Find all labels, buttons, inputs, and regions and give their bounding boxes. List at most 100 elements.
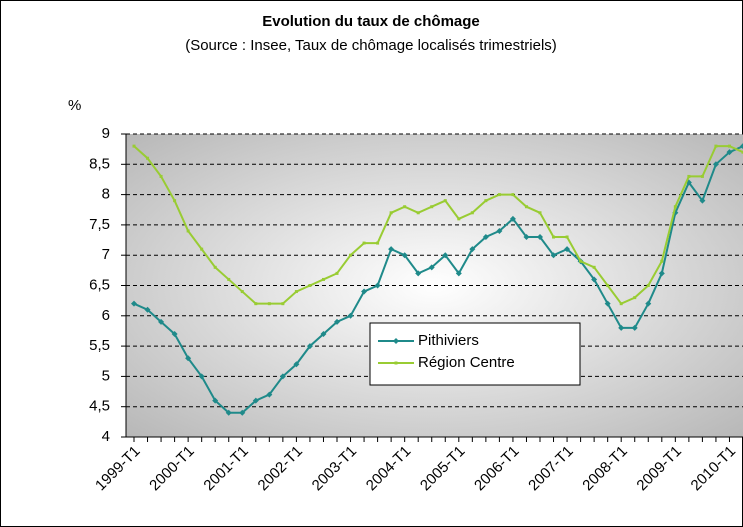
series-line — [133, 145, 743, 305]
marker — [658, 270, 665, 277]
marker — [200, 247, 204, 251]
marker — [146, 156, 150, 160]
y-axis-label: % — [68, 97, 81, 114]
marker — [227, 277, 231, 281]
marker — [132, 144, 136, 148]
marker — [442, 252, 449, 259]
marker — [537, 234, 543, 241]
marker — [430, 205, 434, 209]
marker — [415, 270, 422, 277]
marker — [173, 199, 177, 203]
marker — [455, 270, 462, 277]
marker — [349, 253, 353, 257]
marker — [347, 312, 354, 319]
chart-title: Evolution du taux de chômage — [262, 13, 480, 30]
marker — [281, 302, 285, 306]
marker — [592, 265, 596, 269]
marker — [523, 234, 530, 241]
marker — [700, 174, 704, 178]
legend-marker — [393, 338, 399, 344]
marker — [401, 252, 408, 259]
marker — [524, 205, 528, 209]
marker — [158, 318, 165, 325]
marker — [633, 296, 637, 300]
y-tick-label: 9 — [102, 125, 110, 142]
marker — [606, 284, 610, 287]
marker — [144, 306, 151, 313]
marker — [660, 259, 664, 263]
marker — [564, 246, 571, 253]
y-tick-label: 6 — [102, 307, 110, 324]
y-tick-label: 4,5 — [89, 398, 110, 415]
y-tick-label: 7,5 — [89, 216, 110, 233]
legend-label: Région Centre — [418, 354, 515, 371]
marker — [171, 330, 178, 337]
marker — [741, 150, 743, 154]
marker — [497, 193, 501, 197]
marker — [727, 144, 731, 148]
marker — [186, 229, 190, 233]
marker — [389, 211, 393, 215]
marker — [645, 300, 652, 307]
marker — [131, 300, 137, 307]
marker — [712, 161, 719, 168]
marker — [225, 409, 232, 416]
marker — [320, 330, 327, 337]
marker — [552, 235, 556, 239]
marker — [362, 241, 366, 245]
marker — [699, 197, 706, 204]
marker — [252, 397, 259, 404]
y-tick-label: 5 — [102, 367, 110, 384]
marker — [714, 144, 718, 148]
marker — [212, 397, 219, 404]
y-tick-label: 4 — [102, 428, 110, 445]
y-tick-label: 8,5 — [89, 155, 110, 172]
y-tick-label: 6,5 — [89, 276, 110, 293]
marker — [254, 302, 258, 306]
marker — [159, 174, 163, 178]
chart-subtitle: (Source : Insee, Taux de chômage localis… — [185, 37, 557, 54]
marker — [619, 302, 623, 306]
marker — [673, 205, 677, 209]
y-tick-label: 8 — [102, 186, 110, 203]
marker — [496, 227, 503, 234]
legend-label: Pithiviers — [418, 332, 479, 349]
y-tick-label: 5,5 — [89, 337, 110, 354]
marker — [335, 271, 339, 275]
marker — [416, 211, 420, 215]
marker — [726, 149, 733, 156]
marker — [443, 199, 447, 203]
marker — [308, 284, 312, 287]
marker — [198, 373, 205, 380]
marker — [293, 361, 300, 368]
marker — [428, 264, 435, 271]
marker — [376, 241, 380, 245]
marker — [511, 193, 515, 197]
marker — [469, 246, 476, 253]
marker — [579, 259, 583, 263]
y-tick-label: 7 — [102, 246, 110, 263]
marker — [604, 300, 611, 307]
marker — [279, 373, 286, 380]
marker — [482, 234, 489, 241]
marker — [631, 324, 638, 331]
marker — [457, 217, 461, 221]
marker — [321, 277, 325, 281]
marker — [361, 288, 368, 295]
marker — [740, 143, 743, 150]
marker — [538, 211, 542, 215]
marker — [550, 252, 557, 259]
marker — [334, 318, 340, 325]
marker — [240, 290, 244, 294]
marker — [687, 174, 691, 178]
legend-marker — [394, 361, 398, 365]
legend-box — [369, 322, 581, 386]
marker — [646, 284, 650, 287]
marker — [374, 282, 381, 289]
marker — [618, 324, 625, 331]
marker — [388, 246, 395, 253]
marker — [403, 205, 407, 209]
marker — [484, 199, 488, 203]
marker — [185, 355, 192, 362]
